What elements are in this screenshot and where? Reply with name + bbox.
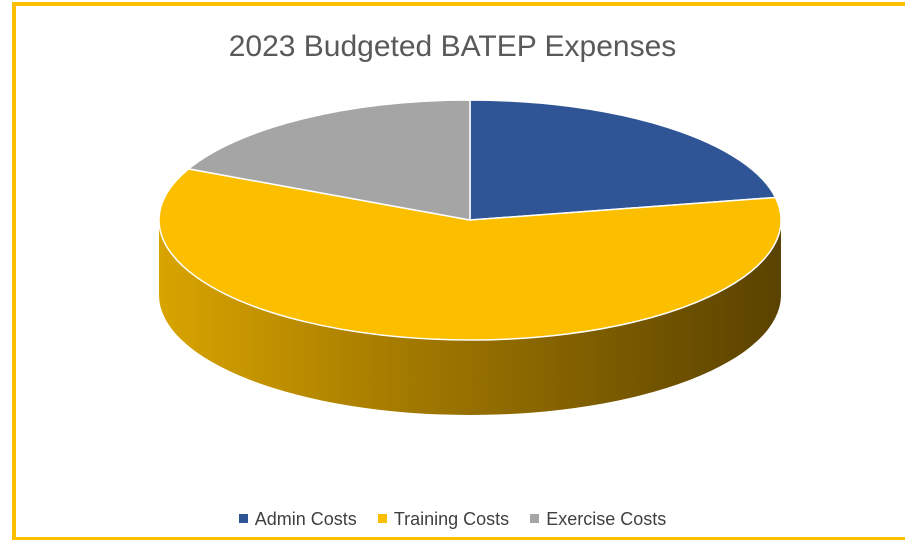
legend-swatch-training — [378, 514, 387, 523]
legend-item-training: Training Costs — [378, 509, 509, 530]
legend-swatch-exercise — [530, 514, 539, 523]
pie-slices — [159, 100, 781, 340]
legend-item-admin: Admin Costs — [239, 509, 357, 530]
legend-item-exercise: Exercise Costs — [530, 509, 666, 530]
legend-label-admin: Admin Costs — [255, 509, 357, 529]
legend-label-exercise: Exercise Costs — [546, 509, 666, 529]
legend-swatch-admin — [239, 514, 248, 523]
legend-label-training: Training Costs — [394, 509, 509, 529]
legend: Admin Costs Training Costs Exercise Cost… — [0, 509, 905, 530]
